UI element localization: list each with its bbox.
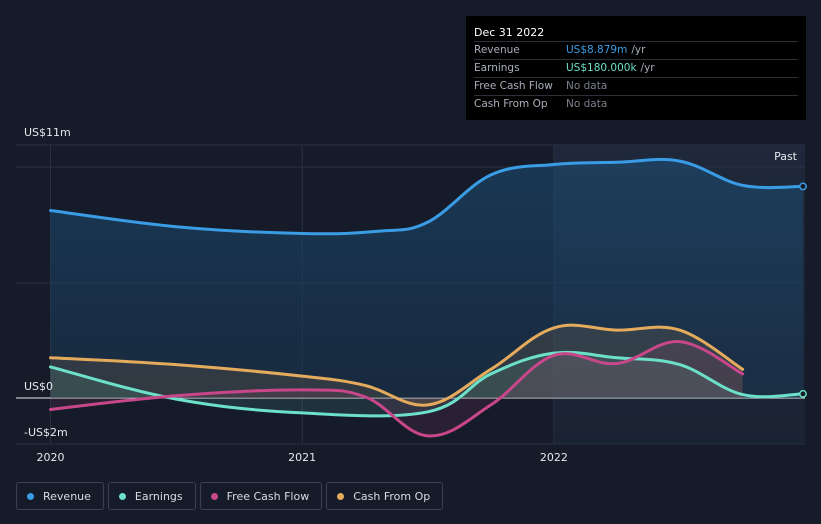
- past-label: Past: [774, 150, 798, 163]
- legend-item-cash-from-op[interactable]: Cash From Op: [326, 482, 444, 510]
- tooltip-row-revenue: Revenue US$8.879m /yr: [474, 41, 798, 59]
- tooltip-label: Revenue: [474, 44, 520, 56]
- revenue-line: [49, 157, 805, 236]
- x-tick-label: 2021: [288, 451, 316, 464]
- legend-label: Earnings: [134, 489, 183, 503]
- x-tick-label: 2020: [37, 451, 65, 464]
- tooltip-date: Dec 31 2022: [474, 26, 545, 39]
- revenue-end-marker: [799, 182, 807, 191]
- cash-from-op-area: [50, 325, 743, 406]
- tooltip-label: Cash From Op: [474, 98, 548, 110]
- free-cash-flow-dot-icon: [210, 492, 218, 500]
- legend-item-revenue[interactable]: Revenue: [16, 482, 104, 510]
- earnings-dot-icon: [118, 492, 126, 500]
- y-zero-label: US$0: [24, 380, 53, 393]
- chart-tooltip: Dec 31 2022 Revenue US$8.879m /yr Earnin…: [466, 16, 806, 120]
- tooltip-unit: /yr: [631, 44, 646, 56]
- cash-from-op-dot-icon: [337, 492, 345, 500]
- earnings-line: [49, 350, 805, 418]
- y-top-label: US$11m: [24, 126, 71, 139]
- x-tick-label: 2022: [540, 451, 568, 464]
- revenue-area: [50, 159, 803, 398]
- tooltip-value: No data: [566, 98, 608, 110]
- legend-label: Revenue: [43, 489, 91, 503]
- tooltip-row-earnings: Earnings US$180.000k /yr: [474, 59, 798, 77]
- legend-label: Free Cash Flow: [226, 489, 310, 503]
- legend-label: Cash From Op: [353, 489, 431, 503]
- tooltip-row-free-cash-flow: Free Cash Flow No data: [474, 77, 798, 95]
- earnings-area: [50, 352, 803, 416]
- cash-from-op-line: [49, 323, 745, 407]
- tooltip-value: No data: [566, 80, 608, 92]
- y-bottom-label: -US$2m: [24, 426, 68, 439]
- free-cash-flow-line: [49, 340, 745, 438]
- revenue-dot-icon: [27, 492, 34, 500]
- legend-item-free-cash-flow[interactable]: Free Cash Flow: [199, 482, 323, 510]
- tooltip-label: Earnings: [474, 62, 520, 74]
- tooltip-row-cash-from-op: Cash From Op No data: [474, 95, 798, 113]
- tooltip-value: US$180.000k: [566, 62, 637, 74]
- tooltip-unit: /yr: [640, 62, 655, 74]
- earnings-end-marker: [799, 389, 807, 398]
- legend-item-earnings[interactable]: Earnings: [107, 482, 196, 510]
- free-cash-flow-area: [50, 341, 743, 436]
- chart-legend: Revenue Earnings Free Cash Flow Cash Fro…: [16, 482, 444, 510]
- tooltip-value: US$8.879m: [566, 44, 628, 56]
- tooltip-label: Free Cash Flow: [474, 80, 553, 92]
